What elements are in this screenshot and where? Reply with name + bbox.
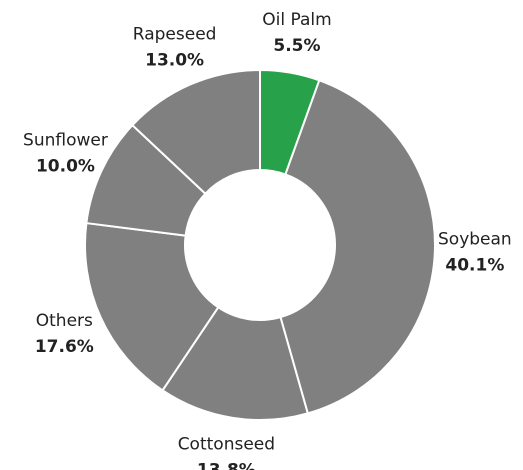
- slice-value: 17.6%: [35, 337, 94, 357]
- slice-label: Rapeseed: [133, 25, 217, 45]
- slice-label: Oil Palm: [262, 10, 331, 30]
- slice: [131, 68, 261, 196]
- slice-label: Soybean: [438, 229, 512, 249]
- slice-value: 5.5%: [273, 36, 320, 56]
- slice: [84, 221, 220, 392]
- slice-value: 40.1%: [445, 255, 504, 275]
- slice-value: 13.0%: [145, 51, 204, 71]
- slice-value: 10.0%: [36, 156, 95, 176]
- slice: [279, 79, 436, 415]
- slice-label: Sunflower: [23, 130, 108, 150]
- slice-label: Others: [36, 311, 93, 331]
- slice-label: Cottonseed: [178, 434, 275, 454]
- slice-value: 13.8%: [197, 460, 256, 470]
